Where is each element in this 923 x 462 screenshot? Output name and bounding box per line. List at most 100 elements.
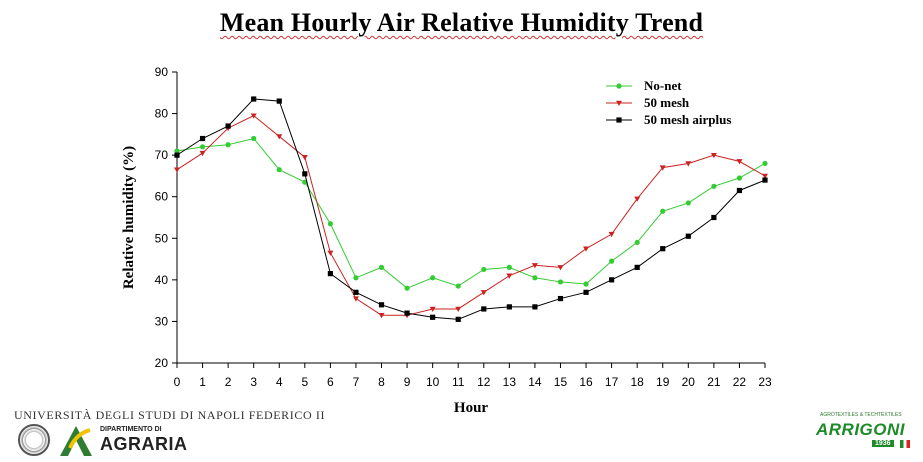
data-point-no-net [430, 275, 436, 281]
x-tick-label: 3 [250, 375, 257, 389]
x-tick-label: 13 [503, 375, 517, 389]
data-point-50-mesh-airplus [481, 306, 487, 312]
data-point-50-mesh-airplus [225, 123, 231, 129]
data-point-50-mesh-airplus [404, 310, 410, 316]
university-name: UNIVERSITÀ DEGLI STUDI DI NAPOLI FEDERIC… [14, 408, 326, 422]
y-tick-label: 40 [155, 273, 169, 287]
data-point-50-mesh-airplus [276, 98, 282, 104]
data-point-50-mesh-airplus [302, 171, 308, 177]
x-tick-label: 20 [682, 375, 696, 389]
series-line-50-mesh [176, 115, 766, 316]
x-tick-label: 9 [404, 375, 411, 389]
data-point-50-mesh-airplus [634, 264, 640, 270]
data-point-no-net [762, 160, 768, 167]
legend-marker-no-net [616, 83, 622, 89]
series-line-50-mesh-airplus [176, 98, 766, 320]
data-point-50-mesh-airplus [506, 304, 512, 310]
university-seal-icon [18, 424, 50, 456]
x-tick-label: 23 [758, 375, 772, 389]
x-tick-label: 8 [378, 375, 385, 389]
data-point-no-net [506, 264, 512, 270]
x-tick-label: 10 [426, 375, 440, 389]
y-tick-label: 20 [155, 356, 169, 370]
x-tick-label: 12 [477, 375, 491, 389]
data-point-50-mesh [506, 273, 513, 279]
x-axis-label: Hour [454, 400, 489, 416]
data-point-50-mesh [685, 161, 692, 167]
x-tick-label: 14 [528, 375, 542, 389]
x-tick-label: 7 [353, 375, 360, 389]
data-point-50-mesh-airplus [199, 135, 206, 142]
data-point-no-net [685, 200, 691, 206]
data-point-no-net [557, 279, 564, 285]
data-point-50-mesh-airplus [660, 246, 666, 252]
x-tick-label: 2 [225, 375, 232, 389]
y-tick-label: 60 [155, 190, 169, 204]
data-point-50-mesh [301, 155, 308, 161]
data-point-50-mesh [634, 196, 641, 202]
data-point-no-net [199, 144, 206, 150]
company-name: ARRIGONI [816, 420, 905, 439]
data-point-no-net [251, 135, 257, 142]
data-point-50-mesh-airplus [711, 214, 717, 221]
data-point-no-net [736, 175, 743, 181]
data-point-50-mesh-airplus [251, 96, 257, 102]
data-point-50-mesh-airplus [455, 316, 461, 322]
department-name: AGRARIA [100, 434, 188, 454]
data-point-50-mesh [583, 246, 590, 252]
data-point-50-mesh-airplus [430, 314, 436, 320]
x-tick-label: 21 [707, 375, 721, 389]
company-year: 1936 [872, 440, 894, 447]
x-tick-label: 15 [554, 375, 568, 389]
legend-label-50-mesh-airplus: 50 mesh airplus [644, 112, 731, 127]
data-point-no-net [276, 167, 282, 173]
x-tick-label: 11 [452, 375, 465, 389]
data-point-50-mesh [608, 231, 615, 238]
y-tick-label: 30 [155, 314, 169, 328]
data-point-50-mesh [199, 150, 206, 157]
data-point-50-mesh-airplus [327, 271, 333, 277]
legend-marker-50-mesh [616, 100, 622, 106]
x-tick-label: 18 [630, 375, 644, 389]
data-point-no-net [378, 264, 385, 270]
y-tick-label: 90 [155, 65, 169, 79]
x-tick-label: 0 [174, 375, 181, 389]
data-point-50-mesh-airplus [532, 304, 538, 310]
data-point-50-mesh-airplus [378, 302, 385, 308]
data-point-no-net [225, 142, 231, 148]
y-axis-label: Relative humidity (%) [121, 146, 137, 289]
data-point-50-mesh [250, 113, 257, 119]
data-point-no-net [532, 275, 538, 281]
data-point-50-mesh-airplus [353, 289, 359, 295]
data-point-no-net [583, 281, 589, 287]
data-point-50-mesh [174, 167, 180, 173]
x-tick-label: 4 [276, 375, 283, 389]
data-point-no-net [660, 208, 666, 214]
legend-label-50-mesh: 50 mesh [644, 95, 690, 110]
data-point-50-mesh-airplus [736, 187, 743, 194]
data-point-50-mesh [352, 296, 359, 302]
data-point-50-mesh-airplus [685, 233, 691, 239]
data-point-50-mesh [736, 159, 743, 165]
data-point-no-net [174, 148, 180, 154]
data-point-50-mesh [327, 250, 334, 256]
data-point-50-mesh-airplus [762, 177, 768, 183]
data-point-no-net [327, 221, 333, 227]
italian-flag-icon [900, 440, 910, 448]
data-point-50-mesh [659, 165, 666, 171]
data-point-50-mesh [276, 134, 283, 140]
y-tick-label: 50 [155, 231, 169, 245]
chart-title: Mean Hourly Air Relative Humidity Trend [219, 8, 704, 37]
company-tagline: AGROTEXTILES & TECHTEXTILES [820, 412, 902, 418]
data-point-50-mesh [557, 265, 564, 271]
company-logo-block: AGROTEXTILES & TECHTEXTILES ARRIGONI 193… [816, 412, 912, 456]
data-point-50-mesh [378, 312, 385, 319]
data-point-50-mesh [762, 173, 768, 179]
data-point-50-mesh [710, 152, 717, 159]
x-tick-label: 16 [579, 375, 593, 389]
data-point-50-mesh [531, 263, 538, 269]
data-point-50-mesh [480, 290, 487, 296]
x-tick-label: 19 [656, 375, 670, 389]
university-logo-block: UNIVERSITÀ DEGLI STUDI DI NAPOLI FEDERIC… [14, 408, 324, 458]
